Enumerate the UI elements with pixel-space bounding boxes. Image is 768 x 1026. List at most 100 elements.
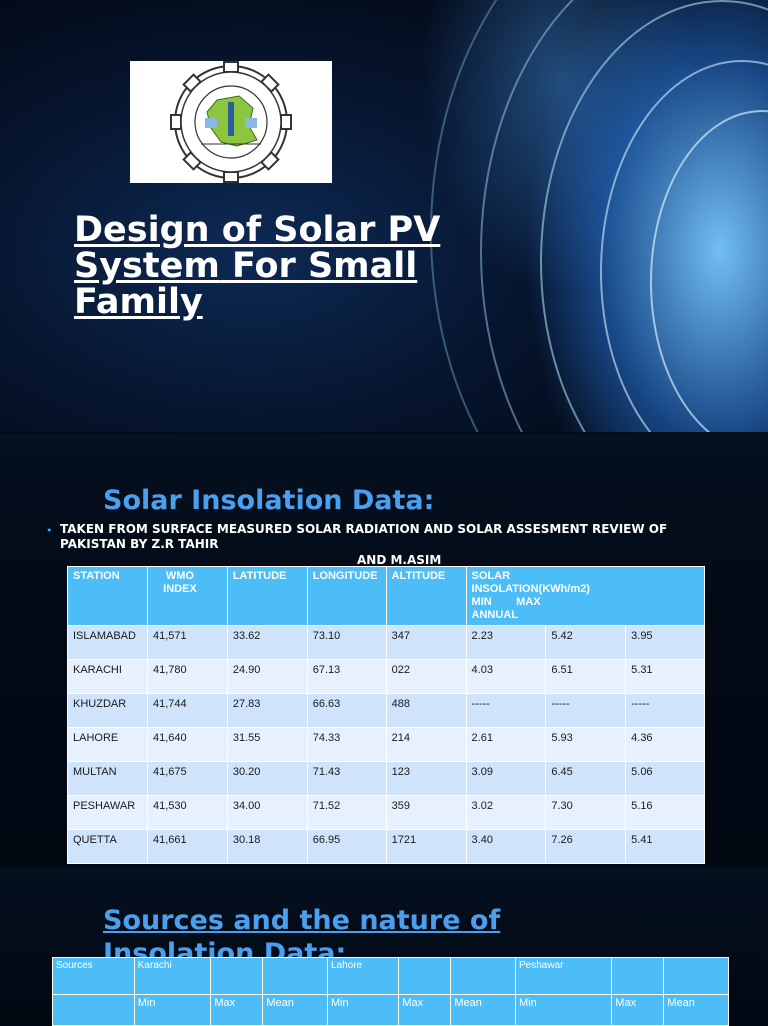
header-station: STATION (67, 566, 148, 626)
sources-subheader-cell: Min (133, 994, 212, 1026)
header-longitude: LONGITUDE (306, 566, 387, 626)
table-cell: LAHORE (67, 727, 148, 762)
sources-header-cell: Sources (52, 957, 135, 995)
table-cell: PESHAWAR (67, 795, 148, 830)
header-wmo-index: WMO INDEX (146, 566, 228, 626)
bullet-icon: • (46, 524, 53, 537)
slide-title (0, 0, 768, 432)
university-logo (130, 61, 332, 183)
table-header-row: STATION WMO INDEX LATITUDE LONGITUDE ALT… (67, 566, 706, 626)
table-cell: 33.62 (226, 625, 308, 660)
sources-subheader-cell: Max (398, 994, 452, 1026)
table-cell: 3.95 (625, 625, 705, 660)
table-cell: 67.13 (306, 659, 387, 694)
table-cell: 5.31 (625, 659, 705, 694)
table-cell: 5.42 (545, 625, 627, 660)
table-cell: 1721 (385, 829, 467, 864)
table-cell: 34.00 (226, 795, 308, 830)
sources-subheader-cell: Mean (262, 994, 328, 1026)
table-cell: 5.16 (625, 795, 705, 830)
table-cell: 2.61 (465, 727, 547, 762)
table-cell: 7.30 (545, 795, 627, 830)
sources-header-cell: Peshawar (514, 957, 613, 995)
table-cell: 347 (385, 625, 467, 660)
title-part-2: For Small Family (74, 246, 418, 322)
header-altitude: ALTITUDE (385, 566, 467, 626)
table-cell: 3.09 (465, 761, 547, 796)
table-cell: KARACHI (67, 659, 148, 694)
table-cell: 214 (385, 727, 467, 762)
swirl-decoration (430, 0, 768, 432)
sources-subheader-cell: Max (611, 994, 665, 1026)
table-cell: QUETTA (67, 829, 148, 864)
sources-subheader-cell: Max (210, 994, 264, 1026)
table-cell: 73.10 (306, 625, 387, 660)
title-part-1: Design of Solar PV System (74, 210, 441, 286)
table-cell: 41,640 (146, 727, 228, 762)
table-cell: 4.36 (625, 727, 705, 762)
table-row: KARACHI 41,780 24.90 67.13 022 4.03 6.51 5.31 (67, 659, 705, 694)
table-cell: 7.26 (545, 829, 627, 864)
table-cell: ----- (545, 693, 627, 728)
table-cell: MULTAN (67, 761, 148, 796)
table-cell: 30.18 (226, 829, 308, 864)
table-cell: ----- (625, 693, 705, 728)
sources-header-row: Sources Karachi Lahore Peshawar (52, 957, 729, 995)
table-cell: 3.40 (465, 829, 547, 864)
table-cell: 41,744 (146, 693, 228, 728)
table-cell: 4.03 (465, 659, 547, 694)
table-cell: 488 (385, 693, 467, 728)
sources-subheader-cell: Mean (450, 994, 516, 1026)
table-row: KHUZDAR 41,744 27.83 66.63 488 ----- ----- ----… (67, 693, 705, 728)
table-cell: 71.43 (306, 761, 387, 796)
sources-table: Sources Karachi Lahore Peshawar Min Max Mean M… (52, 957, 729, 1026)
table-cell: 359 (385, 795, 467, 830)
sources-subheader-cell: Min (514, 994, 613, 1026)
swirl-decoration (480, 0, 768, 432)
table-cell: 41,571 (146, 625, 228, 660)
header-latitude: LATITUDE (226, 566, 308, 626)
table-cell: ----- (465, 693, 547, 728)
sources-header-cell (611, 957, 665, 995)
insolation-table: STATION WMO INDEX LATITUDE LONGITUDE ALT… (67, 566, 706, 864)
table-cell: KHUZDAR (67, 693, 148, 728)
table-cell: 27.83 (226, 693, 308, 728)
insolation-header-label: SOLAR INSOLATION(KWh/m2) (471, 570, 590, 595)
table-row: PESHAWAR 41,530 34.00 71.52 359 3.02 7.30 5.16 (67, 795, 705, 830)
table-cell: 5.06 (625, 761, 705, 796)
header-solar-insolation: SOLAR INSOLATION(KWh/m2) MIN MAX ANNUAL (465, 566, 706, 626)
table-cell: 41,530 (146, 795, 228, 830)
table-row: LAHORE 41,640 31.55 74.33 214 2.61 5.93 4.36 (67, 727, 705, 762)
sources-header-cell: Karachi (133, 957, 212, 995)
table-row: QUETTA 41,661 30.18 66.95 1721 3.40 7.26 5.41 (67, 829, 705, 864)
table-cell: 41,661 (146, 829, 228, 864)
table-cell: 5.41 (625, 829, 705, 864)
sources-subheader-cell (52, 994, 135, 1026)
source-authors: AND M.ASIM (357, 553, 442, 567)
table-cell: 5.93 (545, 727, 627, 762)
table-cell: 6.45 (545, 761, 627, 796)
table-cell: 022 (385, 659, 467, 694)
sources-header-cell (450, 957, 516, 995)
table-cell: 123 (385, 761, 467, 796)
table-cell: 6.51 (545, 659, 627, 694)
insolation-subheader-annual: ANNUAL (471, 609, 518, 621)
table-cell: 41,780 (146, 659, 228, 694)
source-bullet: TAKEN FROM SURFACE MEASURED SOLAR RADIAT… (60, 522, 668, 551)
table-row: MULTAN 41,675 30.20 71.43 123 3.09 6.45 5.06 (67, 761, 705, 796)
sources-subheader-row: Min Max Mean Min Max Mean Min Max Mean (52, 994, 729, 1026)
table-cell: 30.20 (226, 761, 308, 796)
sources-subheader-cell: Min (326, 994, 400, 1026)
insolation-subheader: MIN MAX (471, 596, 541, 608)
table-cell: 24.90 (226, 659, 308, 694)
sources-header-cell (210, 957, 264, 995)
table-cell: 71.52 (306, 795, 387, 830)
table-cell: 31.55 (226, 727, 308, 762)
table-cell: 2.23 (465, 625, 547, 660)
table-cell: 66.95 (306, 829, 387, 864)
table-cell: ISLAMABAD (67, 625, 148, 660)
table-cell: 74.33 (306, 727, 387, 762)
sources-header-cell: Lahore (326, 957, 400, 995)
table-cell: 41,675 (146, 761, 228, 796)
table-row: ISLAMABAD 41,571 33.62 73.10 347 2.23 5.42 3.95 (67, 625, 705, 660)
